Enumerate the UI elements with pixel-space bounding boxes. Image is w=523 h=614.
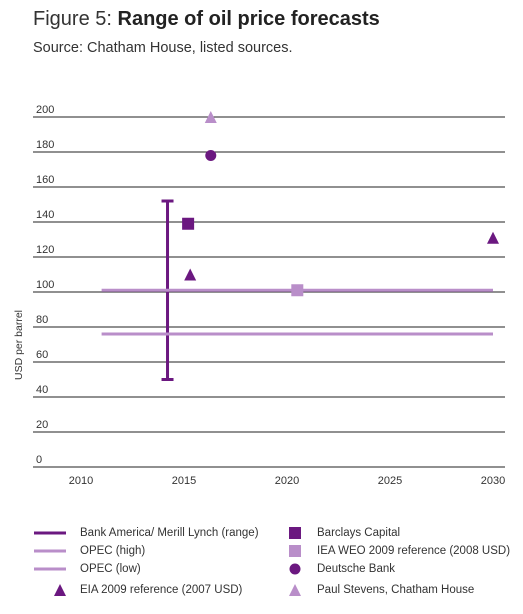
y-tick-160: 160 xyxy=(36,174,54,186)
x-tick-2030: 2030 xyxy=(481,475,505,487)
mark-series6-point0 xyxy=(205,150,217,161)
y-tick-0: 0 xyxy=(36,454,42,466)
x-tick-2025: 2025 xyxy=(378,475,402,487)
y-tick-labels: 0 20 40 60 80 100 120 140 160 180 200 xyxy=(36,104,54,466)
x-tick-2010: 2010 xyxy=(69,475,93,487)
y-tick-80: 80 xyxy=(36,314,48,326)
y-tick-180: 180 xyxy=(36,139,54,151)
y-axis-label: USD per barrel xyxy=(13,310,25,380)
mark-series5-point0 xyxy=(291,284,304,297)
figure-title: Figure 5: Range of oil price forecasts xyxy=(33,8,380,31)
y-tick-200: 200 xyxy=(36,104,54,116)
figure-source: Source: Chatham House, listed sources. xyxy=(33,40,293,56)
figure-label: Figure 5: xyxy=(33,8,112,30)
figure-title-text: Range of oil price forecasts xyxy=(117,8,380,30)
x-tick-labels: 2010 2015 2020 2025 2030 xyxy=(69,475,505,487)
plot-marks xyxy=(101,111,499,381)
y-tick-20: 20 xyxy=(36,419,48,431)
x-tick-2015: 2015 xyxy=(172,475,196,487)
mark-series3-point1 xyxy=(487,231,499,244)
mark-series3-point0 xyxy=(184,268,197,281)
gridlines xyxy=(33,116,505,468)
y-tick-100: 100 xyxy=(36,279,54,291)
y-tick-140: 140 xyxy=(36,209,54,221)
y-tick-40: 40 xyxy=(36,384,48,396)
mark-series4-point0 xyxy=(182,217,195,230)
x-tick-2020: 2020 xyxy=(275,475,299,487)
y-tick-60: 60 xyxy=(36,349,48,361)
y-tick-120: 120 xyxy=(36,244,54,256)
mark-series7-point0 xyxy=(204,111,217,123)
